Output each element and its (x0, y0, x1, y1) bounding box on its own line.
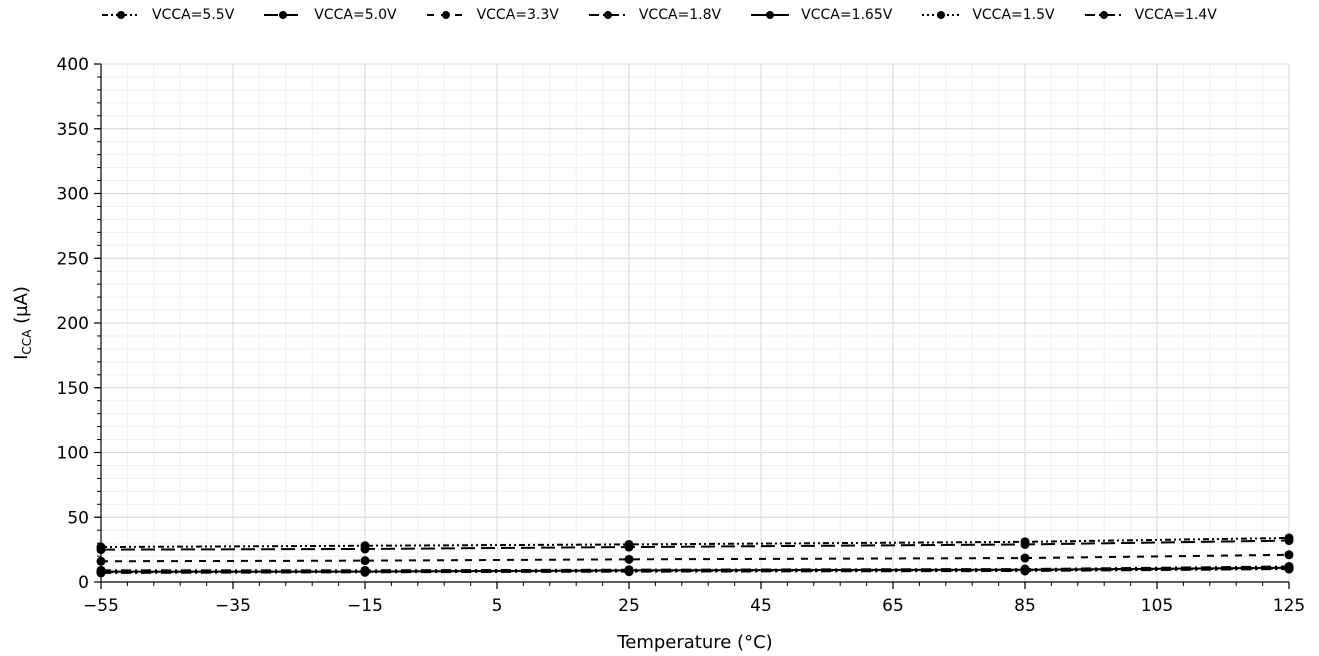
legend-swatch (922, 11, 961, 19)
legend-label: VCCA=1.65V (801, 7, 893, 23)
x-tick-label: 105 (1141, 596, 1173, 616)
y-axis-title-sub: CCA (20, 329, 34, 355)
legend-label: VCCA=1.5V (972, 7, 1055, 23)
x-tick-label: 85 (1014, 596, 1036, 616)
y-tick-label: 0 (78, 573, 89, 593)
legend-swatch (102, 11, 140, 19)
y-axis-title-main: I (11, 355, 32, 360)
data-point (360, 556, 370, 566)
legend-item: VCCA=1.5V (920, 7, 1055, 23)
legend-label: VCCA=1.8V (638, 7, 722, 23)
y-tick-label: 350 (57, 120, 89, 140)
legend-item: VCCA=5.0V (262, 7, 397, 23)
series-3 (96, 550, 1294, 566)
legend-swatch (588, 11, 627, 19)
data-point (1020, 566, 1030, 576)
x-tick-label: 45 (750, 596, 772, 616)
x-tick-label: −35 (215, 596, 251, 616)
y-tick-label: 250 (57, 249, 89, 269)
y-tick-label: 100 (57, 444, 89, 464)
y-tick-label: 50 (67, 508, 89, 528)
series-2 (96, 536, 1294, 555)
legend-label: VCCA=3.3V (476, 7, 559, 23)
legend-swatch (751, 11, 790, 19)
x-tick-label: 5 (492, 596, 503, 616)
series-line (100, 567, 1290, 574)
data-point (624, 554, 634, 564)
legend-swatch (426, 11, 465, 19)
legend-item: VCCA=1.65V (749, 7, 892, 23)
series-line (100, 553, 1290, 563)
data-point (1284, 564, 1294, 574)
y-tick-label: 400 (57, 55, 89, 75)
data-point (360, 544, 370, 554)
y-tick-label: 200 (57, 314, 89, 334)
legend-label: VCCA=1.4V (1134, 7, 1217, 23)
data-point (96, 568, 106, 578)
grid (100, 63, 1290, 583)
series-group (96, 533, 1294, 578)
legend-swatch (264, 11, 303, 19)
legend-label: VCCA=5.5V (152, 7, 235, 23)
data-point (1284, 536, 1294, 546)
y-axis-title-unit: (µA) (11, 286, 32, 330)
legend-item: VCCA=3.3V (425, 7, 559, 23)
data-point (1020, 553, 1030, 563)
y-tick-label: 150 (57, 379, 89, 399)
data-point (1020, 539, 1030, 549)
y-tick-label: 300 (57, 185, 89, 205)
series-7 (96, 564, 1294, 578)
legend-label: VCCA=5.0V (314, 7, 397, 23)
x-axis-title: Temperature (°C) (616, 632, 772, 653)
x-tick-label: 65 (882, 596, 904, 616)
x-tick-label: −15 (347, 596, 383, 616)
data-point (624, 542, 634, 552)
y-axis-title: ICCA (µA) (11, 286, 34, 360)
x-tick-label: 25 (618, 596, 640, 616)
legend-item: VCCA=5.5V (100, 7, 234, 23)
data-point (624, 567, 634, 577)
x-tick-label: 125 (1273, 596, 1305, 616)
data-point (96, 556, 106, 566)
data-point (1284, 550, 1294, 560)
data-point (96, 545, 106, 555)
x-tick-label: −55 (83, 596, 119, 616)
axes: −55 −35 −15 5 25 45 65 85 105 125 0 50 100 150 200 250 3… (57, 55, 1306, 616)
data-point (360, 567, 370, 577)
legend-swatch (1084, 11, 1123, 19)
legend-item: VCCA=1.4V (1083, 7, 1217, 23)
legend-item: VCCA=1.8V (587, 7, 721, 23)
legend: VCCA=5.5V VCCA=5.0V VCCA=3.3V VCCA=1.8V VCCA… (100, 7, 1245, 23)
series-line (100, 539, 1290, 551)
